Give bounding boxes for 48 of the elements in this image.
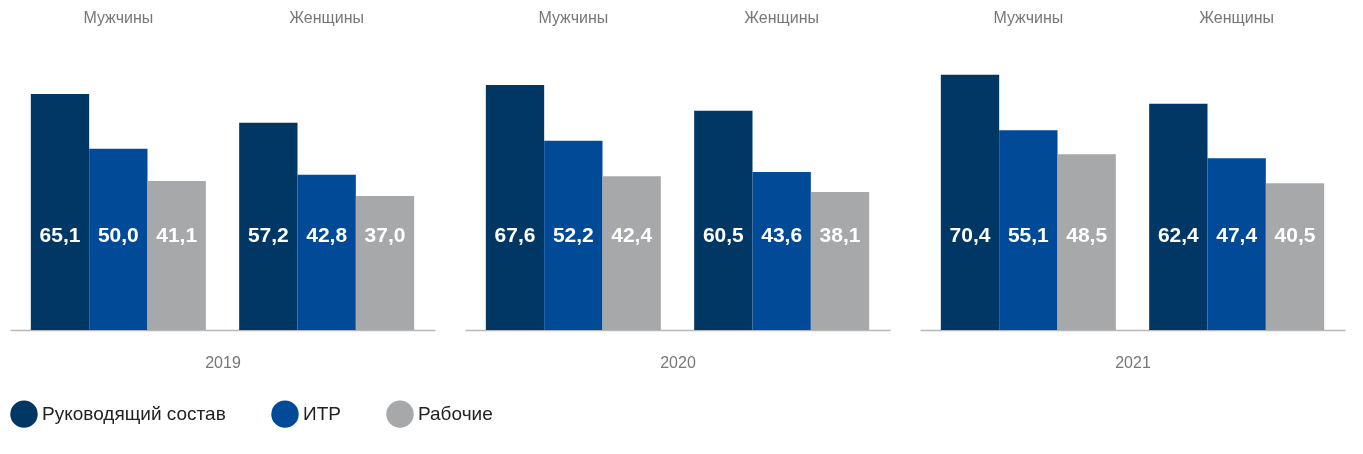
x-tick-label: Мужчины bbox=[538, 9, 609, 26]
bar bbox=[485, 84, 545, 330]
bar bbox=[30, 94, 90, 330]
bar bbox=[297, 174, 356, 330]
x-tick-label: Женщины bbox=[744, 9, 820, 26]
x-axis-title: 2021 bbox=[1115, 353, 1151, 371]
bar bbox=[1207, 158, 1266, 330]
data-label: 42,4 bbox=[611, 223, 653, 246]
bar bbox=[602, 176, 661, 330]
legend-label: Рабочие bbox=[418, 403, 493, 425]
bar bbox=[1265, 183, 1325, 330]
bar bbox=[147, 181, 206, 330]
x-axis-title: 2019 bbox=[205, 353, 241, 371]
data-label: 42,8 bbox=[306, 223, 348, 246]
legend-label: Руководящий состав bbox=[42, 403, 226, 425]
bar bbox=[694, 110, 753, 330]
bar bbox=[355, 195, 415, 330]
x-tick-label: Мужчины bbox=[993, 9, 1064, 26]
data-label: 70,4 bbox=[949, 223, 991, 246]
data-label: 48,5 bbox=[1066, 223, 1108, 246]
bar bbox=[1057, 154, 1116, 330]
bar bbox=[89, 148, 148, 330]
bar bbox=[1149, 103, 1208, 330]
data-label: 47,4 bbox=[1216, 223, 1258, 246]
bar bbox=[752, 171, 811, 330]
bar bbox=[940, 74, 1000, 330]
data-label: 37,0 bbox=[364, 223, 406, 246]
x-tick-label: Женщины bbox=[1199, 9, 1275, 26]
x-axis-title: 2020 bbox=[660, 353, 696, 371]
legend-label: ИТР bbox=[303, 403, 341, 425]
data-label: 60,5 bbox=[702, 223, 745, 246]
data-label: 43,6 bbox=[761, 223, 803, 246]
data-label: 40,5 bbox=[1274, 223, 1316, 246]
data-label: 38,1 bbox=[819, 223, 861, 246]
data-label: 67,6 bbox=[494, 223, 536, 246]
data-label: 55,1 bbox=[1007, 223, 1050, 246]
data-label: 62,4 bbox=[1157, 223, 1200, 246]
data-label: 57,2 bbox=[247, 223, 289, 246]
data-label: 50,0 bbox=[97, 223, 139, 246]
data-label: 41,1 bbox=[156, 223, 198, 246]
bar bbox=[544, 140, 603, 330]
data-label: 52,2 bbox=[552, 223, 594, 246]
data-label: 65,1 bbox=[39, 223, 81, 246]
bar bbox=[810, 191, 870, 330]
bar bbox=[239, 122, 298, 330]
bar bbox=[999, 130, 1058, 330]
x-tick-label: Женщины bbox=[289, 9, 365, 26]
x-tick-label: Мужчины bbox=[83, 9, 154, 26]
